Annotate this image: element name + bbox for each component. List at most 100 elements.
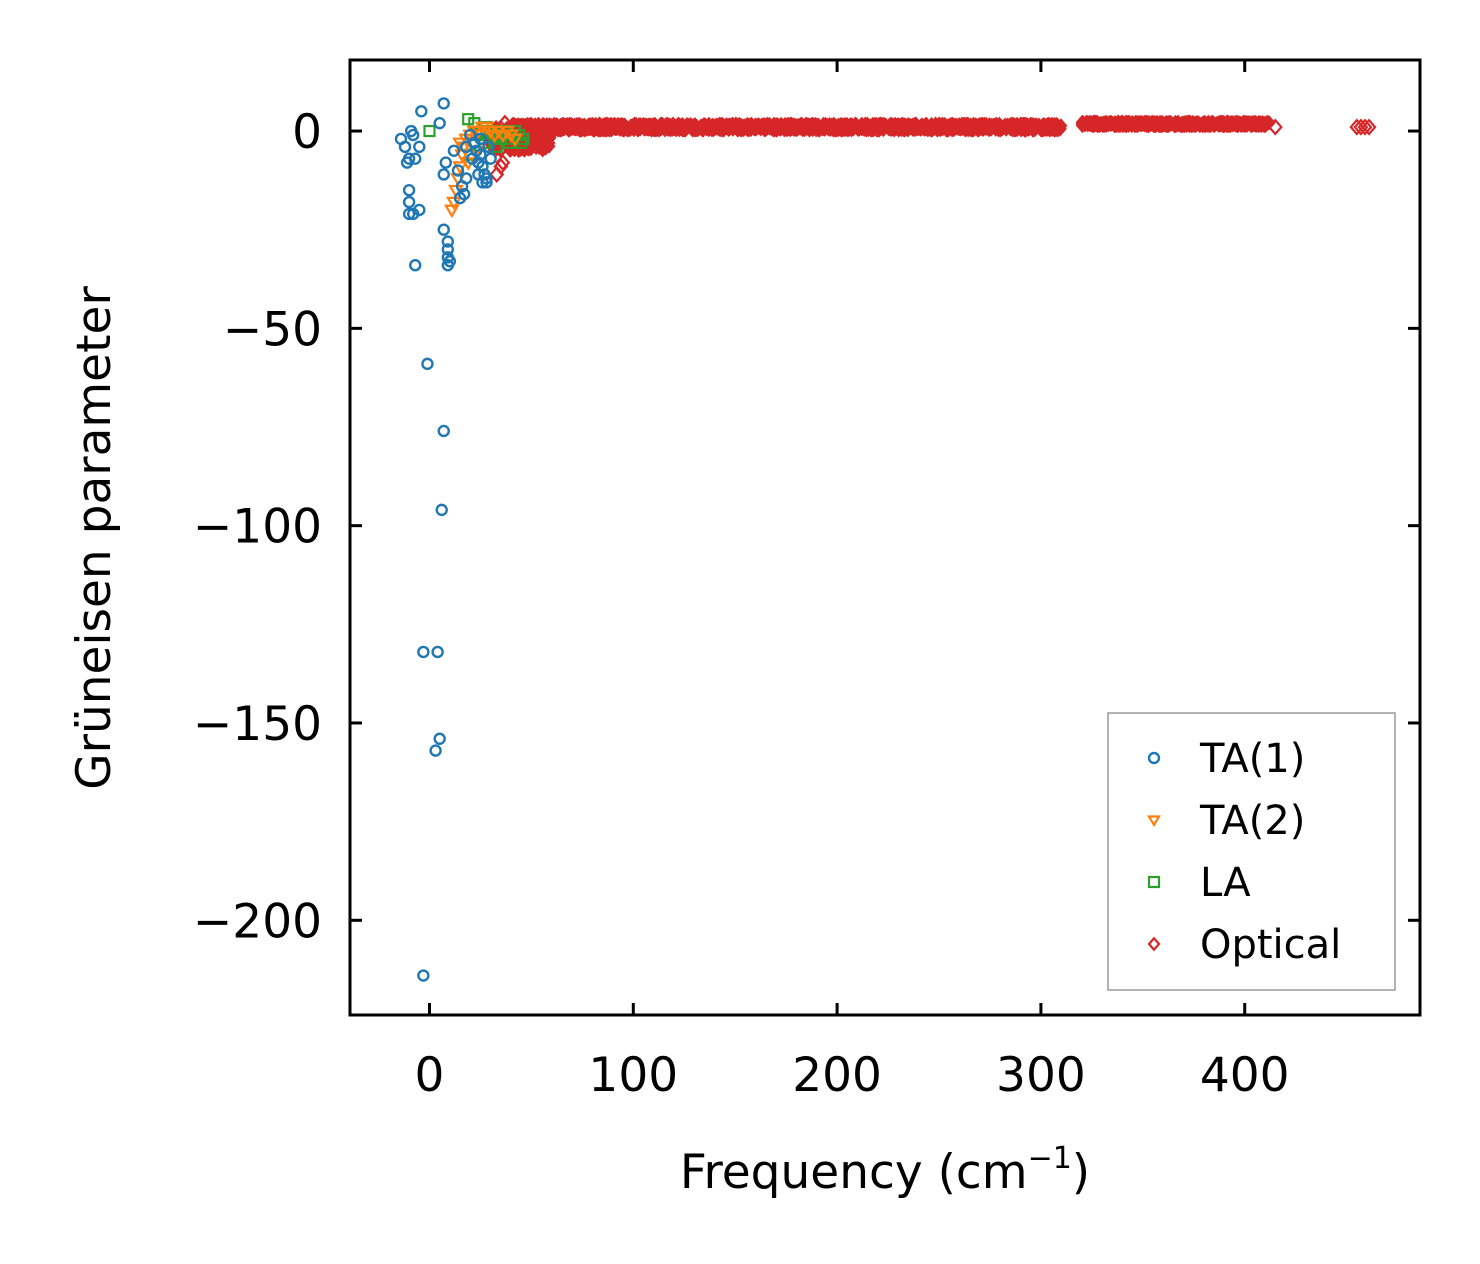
legend: TA(1) TA(2) LA Optical [1107,712,1396,991]
optical-point [933,116,947,132]
optical-point [686,122,700,138]
point-ta-2- [478,121,495,136]
x-tick-label: 400 [1200,1048,1290,1103]
point-ta-1- [441,243,455,256]
point-ta-1- [417,969,430,982]
point-ta-1- [409,152,422,165]
point-ta-2- [499,125,515,140]
point-ta-1- [433,732,446,745]
point-ta-1- [413,140,426,154]
plot-area [394,97,1377,982]
point-ta-1- [480,176,493,189]
y-tick-label: −50 [223,302,322,357]
optical-point [555,122,569,138]
legend-marker [1147,936,1161,952]
optical-point [838,118,852,134]
legend-label: LA [1200,860,1251,906]
optical-point [841,118,855,134]
point-ta-1- [406,128,420,142]
optical-point [1102,115,1116,131]
point-ta-1- [421,357,434,371]
optical-point [654,119,668,134]
optical-point [851,122,865,137]
x-axis-label: Frequency (cm−1) [680,1141,1090,1200]
optical-point [1183,117,1197,132]
point-ta-1- [402,152,416,165]
optical-point [893,118,907,134]
optical-point [521,117,535,133]
optical-point [871,121,885,137]
optical-point [829,120,843,136]
point-ta-1- [439,156,452,169]
optical-point [1162,117,1176,133]
optical-point [760,116,774,132]
optical-point [789,118,803,134]
optical-point [979,121,993,136]
point-ta-1- [402,184,416,197]
point-la [423,124,436,138]
optical-point [680,119,694,135]
optical-point [1186,115,1200,131]
legend-item: TA(2) [1147,798,1305,844]
point-ta-1- [451,164,465,177]
point-optical [489,165,505,184]
optical-point [930,120,944,135]
optical-point [684,119,698,135]
y-tick-label: −150 [193,697,322,752]
point-ta-2- [482,125,499,140]
optical-point [558,118,572,133]
optical-point [1090,117,1104,133]
point-ta-1- [402,207,416,221]
legend-marker [1147,815,1161,828]
optical-point [644,122,658,138]
point-ta-1- [402,195,416,209]
point-ta-1- [437,424,450,438]
point-ta-1- [435,503,448,517]
optical-point [1026,119,1040,134]
optical-point [1262,115,1276,131]
point-ta-1- [409,259,422,272]
optical-point [877,117,891,133]
legend-label: Optical [1200,922,1341,968]
optical-point [752,117,765,132]
optical-point [964,117,978,133]
legend-item: LA [1147,860,1251,906]
point-ta-1- [433,116,446,130]
x-tick-label: 0 [415,1048,445,1103]
optical-point [1145,114,1159,130]
optical-point [1123,115,1137,130]
optical-point [582,117,596,133]
point-ta-1- [437,97,450,110]
optical-point [800,120,814,136]
optical-point [1139,116,1153,132]
point-ta-2- [507,133,524,148]
optical-band-2 [1075,114,1276,134]
optical-point [952,121,966,136]
x-axis-label-text: Frequency (cm [680,1145,1028,1200]
optical-point [881,119,894,135]
optical-point [1007,117,1021,132]
point-ta-2- [490,125,507,140]
point-ta-1- [459,140,473,154]
optical-point [766,118,780,134]
optical-point [737,122,751,138]
y-tick-label: 0 [292,105,322,160]
point-ta-1- [429,744,442,757]
point-optical [1267,118,1283,136]
point-optical [1357,118,1373,136]
point-ta-1- [482,140,495,154]
x-axis-label-superscript: −1 [1028,1141,1072,1176]
legend-box [1107,712,1396,991]
point-ta-1- [474,132,487,146]
legend-item: Optical [1147,922,1341,968]
point-la [490,140,503,153]
x-tick-label: 300 [996,1048,1086,1103]
optical-point [825,120,839,136]
legend-item: TA(1) [1147,736,1305,782]
optical-point [713,116,727,132]
optical-point [536,117,550,133]
point-ta-2- [503,129,519,144]
optical-point [626,118,640,134]
legend-marker [1147,875,1161,889]
